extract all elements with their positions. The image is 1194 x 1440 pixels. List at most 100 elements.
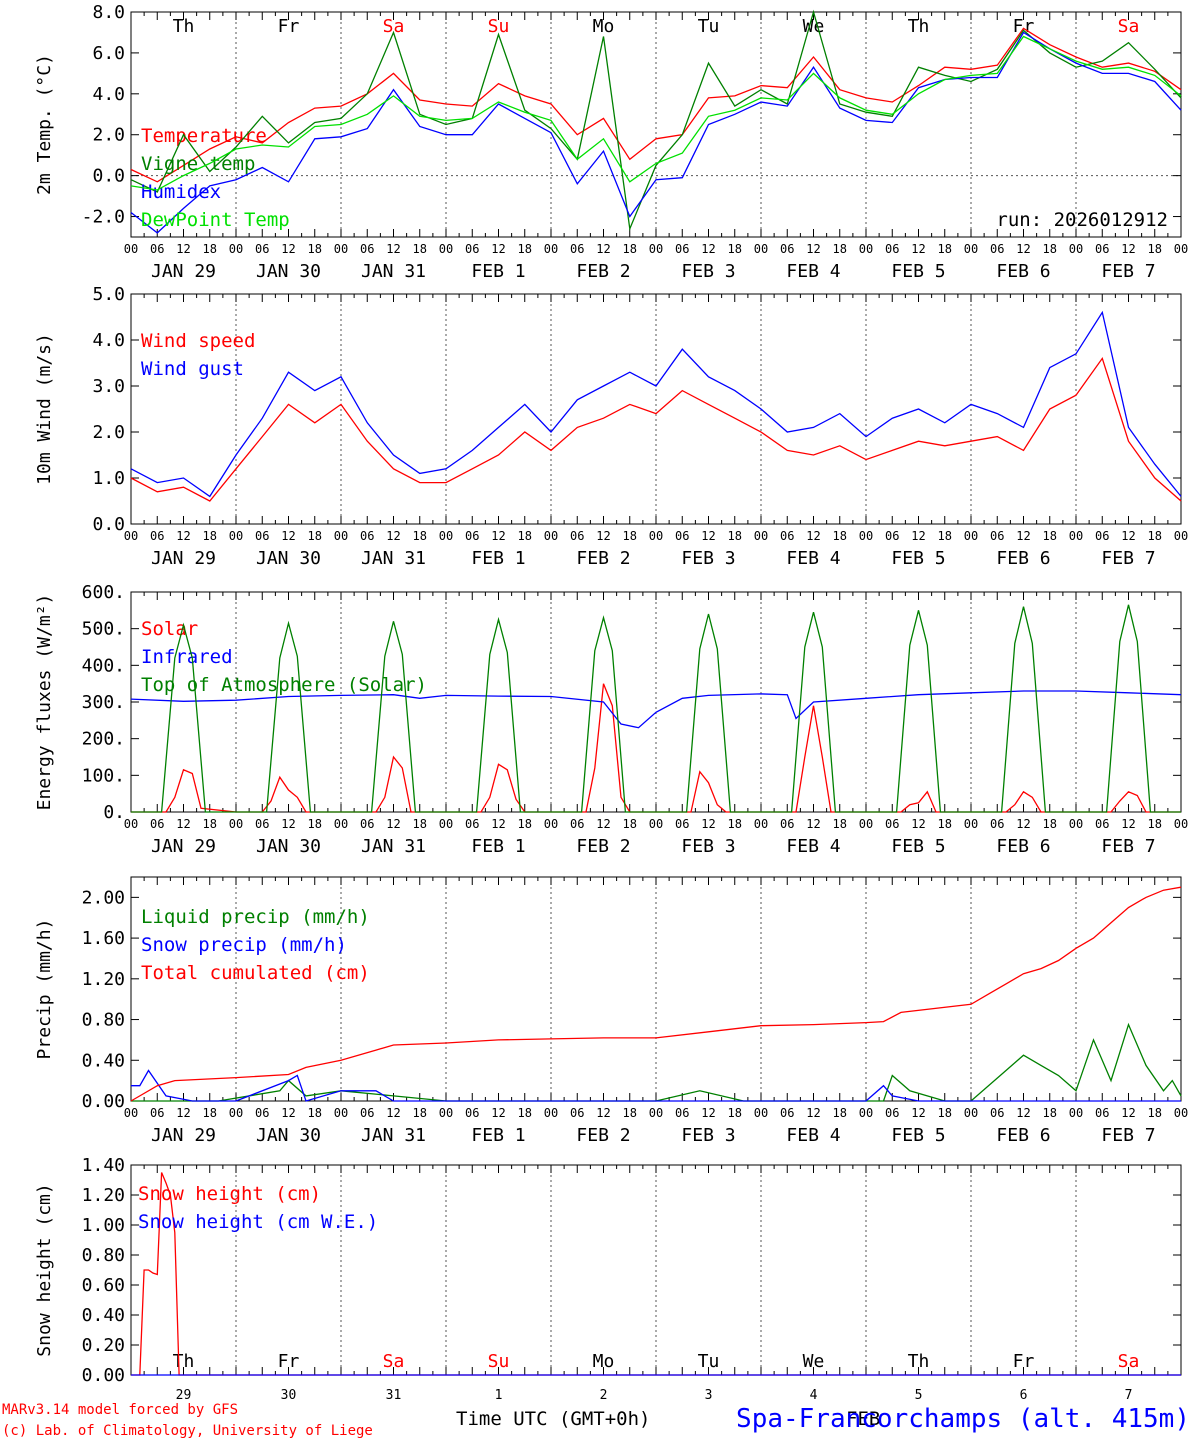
panel-3: 600. 500. 400. 300. 200. 100. 0. Energy fluxes … xyxy=(34,582,1188,857)
hour-tick-label: 12 xyxy=(1121,242,1135,256)
hour-tick-label: 06 xyxy=(150,529,164,543)
series-line xyxy=(130,35,1182,191)
hour-tick-label: 06 xyxy=(570,817,584,831)
hour-tick-label: 18 xyxy=(308,242,322,256)
hour-tick-label: 18 xyxy=(938,817,952,831)
series-line xyxy=(131,1022,1182,1102)
hour-tick-label: 06 xyxy=(1095,1106,1109,1120)
date-label: JAN 29 xyxy=(151,1125,216,1146)
hour-tick-label: 06 xyxy=(360,1106,374,1120)
hour-tick-label: 18 xyxy=(308,529,322,543)
date-label: JAN 30 xyxy=(256,1125,321,1146)
y-axis-label: Energy fluxes (W/m²) xyxy=(34,594,55,811)
hour-tick-label: 00 xyxy=(229,817,243,831)
weekday-label: Mo xyxy=(593,1351,615,1372)
y-tick-label: 1.20 xyxy=(82,1185,125,1206)
hour-tick-label: 06 xyxy=(255,529,269,543)
weekday-label: Fr xyxy=(1013,1351,1035,1372)
hour-tick-label: 12 xyxy=(596,529,610,543)
hour-tick-label: 00 xyxy=(544,529,558,543)
hour-tick-label: 06 xyxy=(360,817,374,831)
hour-tick-label: 18 xyxy=(938,529,952,543)
hour-tick-label: 00 xyxy=(334,1106,348,1120)
hour-tick-label: 12 xyxy=(1121,1106,1135,1120)
panel-4: 2.00 1.60 1.20 0.80 0.40 0.00 Precip (mm/h) 00 0… xyxy=(34,876,1188,1146)
date-label: FEB 1 xyxy=(471,548,525,569)
hour-tick-label: 00 xyxy=(649,242,663,256)
hour-tick-label: 12 xyxy=(176,817,190,831)
hour-tick-label: 06 xyxy=(780,529,794,543)
hour-tick-label: 12 xyxy=(1016,1106,1030,1120)
date-label: JAN 30 xyxy=(256,261,321,282)
hour-tick-label: 06 xyxy=(570,1106,584,1120)
hour-tick-label: 18 xyxy=(833,529,847,543)
y-tick-label: 1.40 xyxy=(82,1155,125,1176)
hour-tick-label: 18 xyxy=(1043,1106,1057,1120)
weekday-label: Sa xyxy=(1118,1351,1140,1372)
legend-entry: Humidex xyxy=(141,181,221,203)
y-tick-label: 0.00 xyxy=(82,1091,125,1112)
date-label: FEB 1 xyxy=(471,836,525,857)
hour-tick-label: 18 xyxy=(728,242,742,256)
weekday-label: Th xyxy=(173,16,195,37)
hour-tick-label: 06 xyxy=(150,817,164,831)
hour-tick-label: 06 xyxy=(885,817,899,831)
weekday-label: We xyxy=(803,16,825,37)
hour-tick-label: 00 xyxy=(964,529,978,543)
hour-tick-label: 12 xyxy=(806,1106,820,1120)
hour-tick-label: 00 xyxy=(1069,529,1083,543)
hour-tick-label: 00 xyxy=(439,817,453,831)
series-line xyxy=(130,886,1182,1102)
hour-tick-label: 00 xyxy=(124,529,138,543)
legend-entry: Wind gust xyxy=(141,358,244,380)
legend-entry: Temperature xyxy=(141,125,267,147)
legend-entry: Snow precip (mm/h) xyxy=(141,934,347,956)
hour-tick-label: 00 xyxy=(754,529,768,543)
hour-tick-label: 00 xyxy=(1174,242,1188,256)
hour-tick-label: 06 xyxy=(1095,242,1109,256)
weekday-label: Su xyxy=(488,16,510,37)
hour-tick-label: 18 xyxy=(203,1106,217,1120)
hour-tick-label: 06 xyxy=(780,242,794,256)
y-tick-label: 0.60 xyxy=(82,1275,125,1296)
legend-entry: Top of Atmosphere (Solar) xyxy=(141,674,427,696)
footer-model-line: MARv3.14 model forced by GFS xyxy=(2,1402,238,1418)
hour-tick-label: 12 xyxy=(281,817,295,831)
y-tick-label: 8.0 xyxy=(92,2,125,23)
hour-tick-label: 06 xyxy=(675,817,689,831)
date-label: FEB 2 xyxy=(576,1125,630,1146)
y-tick-label: 2.0 xyxy=(92,422,125,443)
hour-tick-label: 00 xyxy=(1174,529,1188,543)
hour-tick-label: 18 xyxy=(518,817,532,831)
hour-tick-label: 06 xyxy=(150,1106,164,1120)
hour-tick-label: 06 xyxy=(255,242,269,256)
hour-tick-label: 06 xyxy=(255,817,269,831)
day-number-label: 7 xyxy=(1125,1388,1133,1403)
date-label: FEB 4 xyxy=(786,1125,840,1146)
hour-tick-label: 18 xyxy=(1148,817,1162,831)
y-tick-label: 0.80 xyxy=(82,1245,125,1266)
hour-tick-label: 06 xyxy=(990,1106,1004,1120)
run-label: run: 2026012912 xyxy=(996,209,1168,231)
hour-tick-label: 00 xyxy=(1069,817,1083,831)
hour-tick-label: 18 xyxy=(413,1106,427,1120)
date-label: FEB 5 xyxy=(891,548,945,569)
hour-tick-label: 06 xyxy=(1095,529,1109,543)
hour-tick-label: 12 xyxy=(911,1106,925,1120)
hour-tick-label: 18 xyxy=(623,1106,637,1120)
hour-tick-label: 12 xyxy=(911,242,925,256)
hour-tick-label: 06 xyxy=(780,1106,794,1120)
hour-tick-label: 06 xyxy=(360,242,374,256)
date-label: FEB 3 xyxy=(681,1125,735,1146)
hour-tick-label: 18 xyxy=(833,242,847,256)
hour-tick-label: 00 xyxy=(124,817,138,831)
hour-tick-label: 00 xyxy=(439,242,453,256)
hour-tick-label: 18 xyxy=(1043,817,1057,831)
hour-tick-label: 18 xyxy=(623,242,637,256)
date-label: FEB 5 xyxy=(891,836,945,857)
legend-entry: Wind speed xyxy=(141,330,255,352)
station-label: Spa-Francorchamps (alt. 415m) xyxy=(736,1404,1190,1434)
hour-tick-label: 00 xyxy=(124,242,138,256)
date-label: FEB 6 xyxy=(996,548,1050,569)
